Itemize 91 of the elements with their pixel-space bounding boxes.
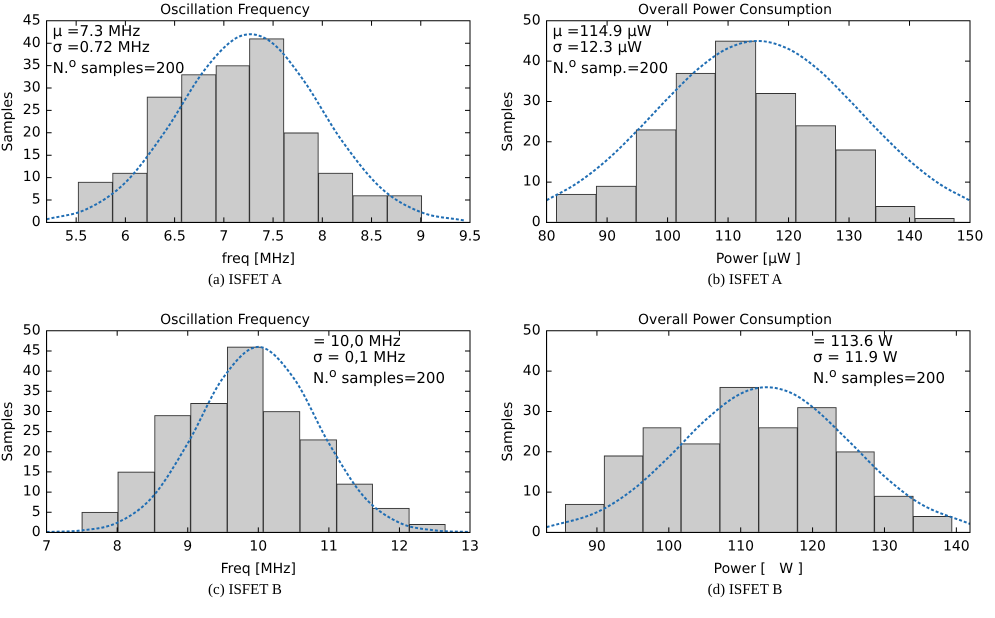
x-tick-label: 90 bbox=[588, 538, 606, 554]
x-tick-label: 110 bbox=[727, 538, 754, 554]
x-tick-label: 11 bbox=[320, 538, 338, 554]
x-tick-label: 9 bbox=[183, 538, 192, 554]
y-tick-label: 40 bbox=[522, 52, 541, 69]
y-axis-title: Samples bbox=[0, 92, 16, 152]
x-tick-label: 130 bbox=[836, 228, 862, 244]
x-tick-label: 12 bbox=[390, 538, 408, 554]
text: (c) ISFET B bbox=[207, 582, 283, 599]
text: (a) ISFET A bbox=[207, 272, 283, 289]
annotation: μ =7.3 MHz bbox=[52, 22, 142, 40]
y-axis-title: Samples bbox=[0, 402, 16, 462]
y-tick-label: 20 bbox=[22, 443, 41, 460]
x-tick-label: 7.5 bbox=[262, 228, 284, 244]
annotation: σ = 0,1 MHz bbox=[313, 348, 406, 366]
x-tick-label: 130 bbox=[871, 538, 898, 554]
line-series bbox=[546, 386, 970, 528]
x-tick-label: 120 bbox=[799, 538, 826, 554]
x-tick-label: 9 bbox=[416, 228, 426, 244]
y-tick-label: 0 bbox=[532, 524, 541, 540]
y-tick-label: 35 bbox=[22, 382, 41, 399]
chart-title: Oscillation Frequency bbox=[160, 312, 310, 328]
y-tick-label: 10 bbox=[22, 484, 41, 500]
chart-title: Overall Power Consumption bbox=[638, 312, 832, 328]
x-tick-label: 80 bbox=[538, 228, 556, 244]
y-tick-label: 20 bbox=[522, 443, 541, 460]
x-axis-title: Power [ W ] bbox=[714, 561, 803, 578]
y-tick-label: 10 bbox=[22, 169, 41, 186]
x-axis-title: Power [μW ] bbox=[716, 251, 801, 268]
annotation: = 113.6 W bbox=[813, 332, 894, 350]
x-tick-label: 8.5 bbox=[360, 228, 383, 244]
y-tick-label: 50 bbox=[522, 12, 541, 28]
y-tick-label: 45 bbox=[22, 12, 41, 28]
y-tick-label: 25 bbox=[22, 423, 41, 440]
text: (d) ISFET B bbox=[706, 582, 784, 599]
x-tick-label: 100 bbox=[654, 228, 681, 244]
annotation: N.$^{o}$ samples=200 bbox=[313, 364, 445, 387]
y-tick-label: 40 bbox=[522, 362, 541, 379]
annotation: μ =114.9 μW bbox=[552, 22, 653, 40]
x-axis-title: freq [MHz] bbox=[222, 251, 295, 268]
y-tick-label: 0 bbox=[532, 214, 541, 230]
y-tick-label: 30 bbox=[522, 403, 541, 420]
x-tick-label: 13 bbox=[461, 538, 479, 554]
x-tick-label: 7 bbox=[219, 228, 228, 244]
annotation: N.$^{o}$ samples=200 bbox=[813, 364, 945, 387]
x-tick-label: 100 bbox=[655, 538, 682, 554]
x-tick-label: 5.5 bbox=[65, 228, 88, 244]
x-axis-title: Freq [MHz] bbox=[220, 561, 296, 578]
annotation: N.$^{o}$ samp.=200 bbox=[552, 54, 668, 77]
x-tick-label: 10 bbox=[249, 538, 268, 554]
x-tick-label: 140 bbox=[896, 228, 923, 244]
x-tick-label: 150 bbox=[956, 228, 984, 244]
y-tick-label: 25 bbox=[22, 102, 41, 118]
annotation: = 10,0 MHz bbox=[313, 332, 402, 350]
y-tick-label: 5 bbox=[32, 504, 41, 520]
x-tick-label: 7 bbox=[42, 538, 52, 554]
x-tick-label: 140 bbox=[942, 538, 970, 554]
y-tick-label: 50 bbox=[22, 322, 41, 338]
x-tick-label: 6 bbox=[120, 228, 130, 244]
y-axis-title: Samples bbox=[500, 402, 516, 462]
x-tick-label: 9.5 bbox=[458, 228, 482, 244]
y-tick-label: 30 bbox=[522, 93, 541, 110]
y-tick-label: 50 bbox=[522, 322, 541, 338]
x-tick-label: 8 bbox=[318, 228, 327, 244]
x-tick-label: 8 bbox=[112, 538, 122, 554]
y-tick-label: 15 bbox=[22, 464, 41, 480]
line-series bbox=[546, 40, 970, 202]
x-tick-label: 90 bbox=[598, 228, 616, 244]
x-tick-label: 120 bbox=[775, 228, 802, 244]
y-tick-label: 0 bbox=[32, 214, 41, 230]
y-tick-label: 30 bbox=[22, 403, 41, 420]
y-tick-label: 20 bbox=[22, 124, 41, 140]
annotation: N.$^{o}$ samples=200 bbox=[52, 54, 185, 77]
text: (b) ISFET A bbox=[706, 272, 784, 289]
y-tick-label: 20 bbox=[522, 133, 541, 150]
y-tick-label: 35 bbox=[22, 57, 41, 74]
annotation: σ = 11.9 W bbox=[813, 348, 899, 366]
y-tick-label: 45 bbox=[22, 342, 41, 359]
y-tick-label: 40 bbox=[22, 34, 41, 51]
chart-title: Overall Power Consumption bbox=[638, 2, 832, 18]
y-tick-label: 30 bbox=[22, 80, 41, 96]
y-tick-label: 15 bbox=[22, 146, 41, 163]
x-tick-label: 110 bbox=[714, 228, 742, 244]
y-tick-label: 0 bbox=[32, 524, 41, 540]
y-axis-title: Samples bbox=[500, 92, 516, 152]
y-tick-label: 10 bbox=[522, 174, 541, 190]
x-tick-label: 6.5 bbox=[163, 228, 186, 244]
chart-title: Oscillation Frequency bbox=[160, 2, 310, 18]
y-tick-label: 5 bbox=[32, 192, 41, 208]
y-tick-label: 10 bbox=[522, 484, 541, 500]
y-tick-label: 40 bbox=[22, 362, 41, 379]
